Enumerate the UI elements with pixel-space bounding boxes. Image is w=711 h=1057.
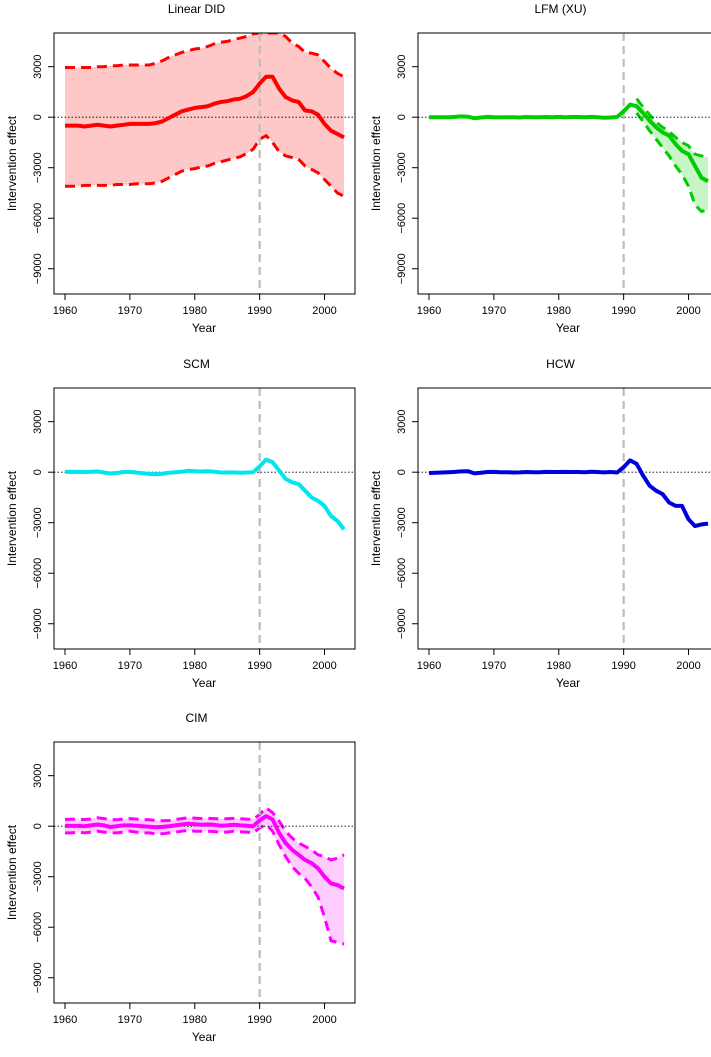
x-tick-label: 1970	[482, 305, 506, 317]
y-tick-label: −6000	[32, 558, 44, 589]
y-tick-label: 0	[396, 114, 408, 120]
x-tick-label: 1980	[183, 660, 207, 672]
y-tick-label: −6000	[32, 203, 44, 234]
y-tick-label: −6000	[396, 203, 408, 234]
chart-title: Linear DID	[168, 2, 226, 16]
y-tick-label: −9000	[396, 608, 408, 639]
x-axis-label: Year	[192, 321, 216, 335]
x-tick-label: 1980	[547, 660, 571, 672]
upper-bound-line	[65, 33, 345, 79]
x-tick-label: 2000	[312, 305, 336, 317]
x-tick-label: 1960	[417, 305, 441, 317]
x-tick-label: 1990	[247, 1014, 271, 1026]
plot-area	[54, 742, 355, 1003]
series-line	[428, 458, 709, 529]
y-axis-label: Intervention effect	[5, 470, 19, 566]
x-tick-label: 1970	[118, 660, 142, 672]
series-line	[65, 814, 345, 891]
series-line	[429, 102, 709, 183]
x-tick-label: 1970	[482, 660, 506, 672]
x-tick-label: 1990	[247, 305, 271, 317]
plot-frame	[53, 387, 356, 650]
plot-area	[418, 33, 711, 294]
panel-hcw: HCW 1960 1970 1980 1990 2000 −9000 −6000 −3000 0 3…	[369, 357, 711, 690]
x-axis-label: Year	[556, 321, 580, 335]
y-tick-label: −6000	[32, 912, 44, 943]
y-axis-label: Intervention effect	[369, 470, 383, 566]
confidence-band	[65, 807, 344, 945]
y-tick-label: −9000	[32, 253, 44, 284]
series-line	[64, 457, 346, 531]
y-tick-label: −9000	[32, 608, 44, 639]
x-tick-label: 1990	[247, 660, 271, 672]
chart-title: HCW	[546, 357, 575, 371]
y-tick-label: 3000	[396, 54, 408, 78]
plot-frame	[417, 387, 711, 650]
x-tick-label: 1980	[183, 305, 207, 317]
x-axis-label: Year	[192, 1030, 216, 1044]
y-tick-label: 0	[32, 823, 44, 829]
y-tick-label: −3000	[396, 507, 408, 538]
lower-bound-line	[635, 112, 709, 214]
x-tick-label: 1990	[611, 305, 635, 317]
x-axis-label: Year	[556, 676, 580, 690]
x-tick-label: 2000	[312, 1014, 336, 1026]
chart-title: LFM (XU)	[535, 2, 587, 16]
x-tick-label: 1970	[118, 305, 142, 317]
x-tick-label: 2000	[312, 660, 336, 672]
y-tick-label: −9000	[32, 962, 44, 993]
y-tick-label: 3000	[32, 54, 44, 78]
y-tick-label: −3000	[396, 152, 408, 183]
series-line	[65, 74, 345, 140]
upper-bound-line	[635, 97, 709, 160]
lower-bound-line	[65, 822, 345, 946]
plot-area	[418, 388, 711, 649]
x-axis-label: Year	[192, 676, 216, 690]
y-tick-label: 0	[32, 469, 44, 475]
y-tick-label: −3000	[32, 152, 44, 183]
y-axis-label: Intervention effect	[5, 824, 19, 920]
panel-scm: SCM 1960 1970 1980 1990 2000 −9000 −6000 −3000 0 3…	[5, 357, 356, 690]
panel-lfm-xu: LFM (XU) 1960 1970 1980 1990 2000 −9000 −6000 −3…	[369, 2, 711, 335]
y-tick-label: 0	[32, 114, 44, 120]
chart-title: SCM	[183, 357, 210, 371]
y-tick-label: −6000	[396, 558, 408, 589]
y-tick-label: −9000	[396, 253, 408, 284]
panel-linear-did: Linear DID 1960 1970 1980 1990 2000 −9000 −6000…	[5, 2, 356, 335]
y-tick-label: 3000	[32, 763, 44, 787]
plot-frame	[417, 32, 711, 295]
x-tick-label: 1960	[53, 1014, 77, 1026]
panel-cim: CIM 1960 1970 1980 1990 2000 −9000 −6000 −3000 0 3…	[5, 711, 356, 1044]
y-axis-label: Intervention effect	[369, 115, 383, 211]
confidence-band	[65, 33, 344, 197]
y-tick-label: 0	[396, 469, 408, 475]
y-tick-label: 3000	[396, 409, 408, 433]
y-tick-label: −3000	[32, 861, 44, 892]
x-tick-label: 1980	[183, 1014, 207, 1026]
plot-area	[54, 388, 355, 649]
x-tick-label: 2000	[676, 660, 700, 672]
x-tick-label: 1970	[118, 1014, 142, 1026]
x-tick-label: 1980	[547, 305, 571, 317]
x-tick-label: 1990	[611, 660, 635, 672]
y-tick-label: 3000	[32, 409, 44, 433]
x-tick-label: 1960	[53, 305, 77, 317]
y-tick-label: −3000	[32, 507, 44, 538]
x-tick-label: 1960	[53, 660, 77, 672]
y-axis-label: Intervention effect	[5, 115, 19, 211]
plot-area	[54, 33, 355, 294]
x-tick-label: 1960	[417, 660, 441, 672]
chart-title: CIM	[186, 711, 208, 725]
x-tick-label: 2000	[676, 305, 700, 317]
